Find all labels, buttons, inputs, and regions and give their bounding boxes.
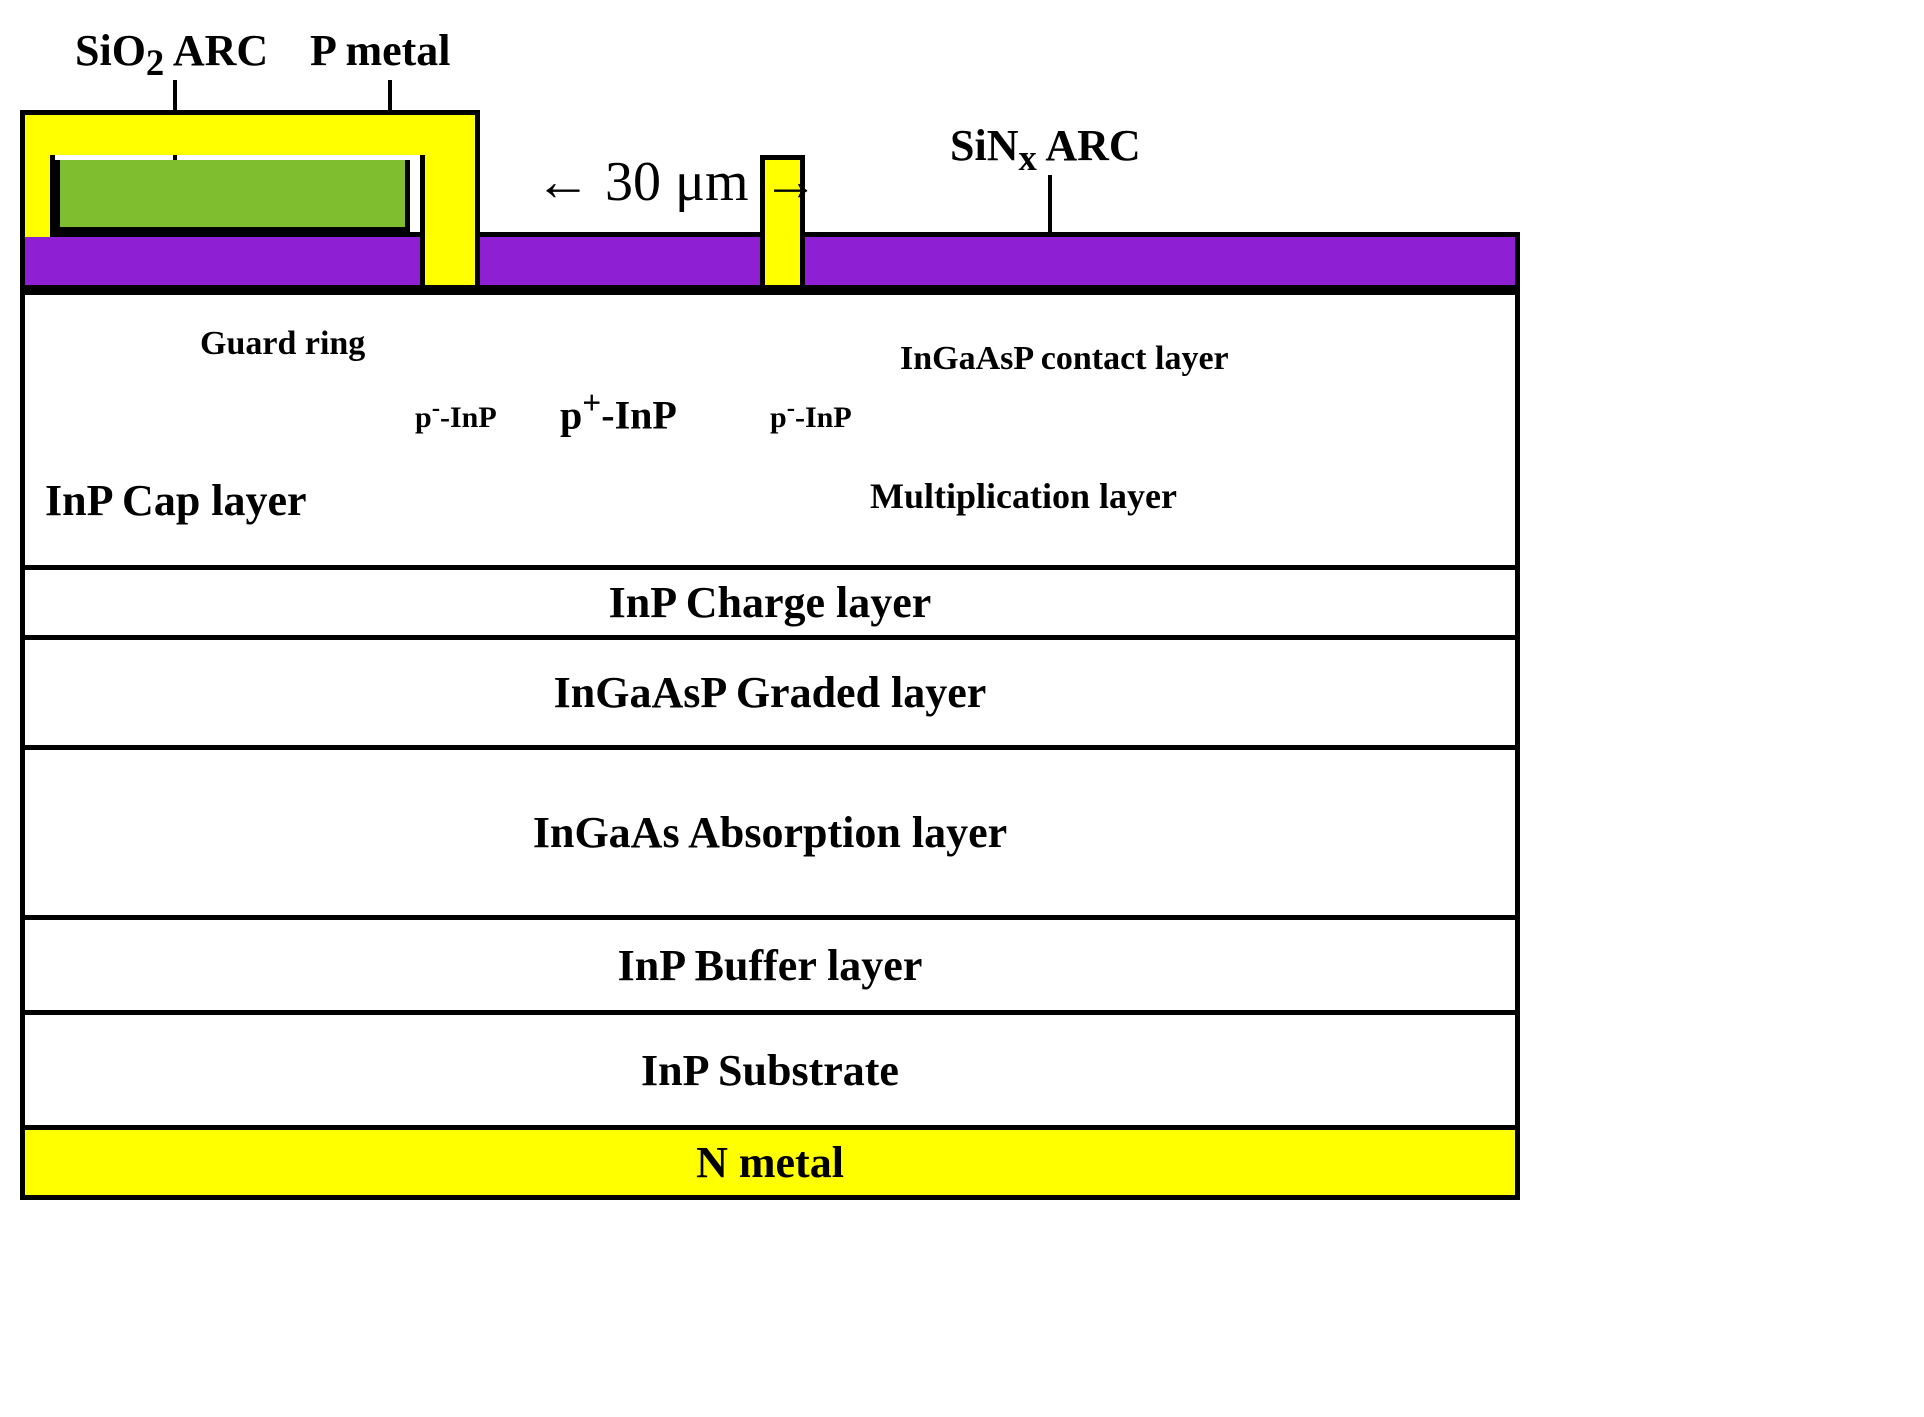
callout-p-metal: P metal: [310, 25, 451, 76]
callout-sio2-arc: SiO2 ARC: [75, 25, 268, 84]
label-p-plus: p+-InP: [560, 385, 677, 438]
layer-label-substrate: InP Substrate: [641, 1045, 899, 1096]
sio2-arc-layer: [55, 160, 410, 232]
callout-ingaasp-contact: InGaAsP contact layer: [900, 340, 1229, 378]
dimension-30um: ← 30 μm →: [535, 150, 819, 214]
p-metal-right-leg: [420, 155, 480, 290]
callout-sinx-arc: SiNx ARC: [950, 120, 1141, 179]
layer-label-buffer: InP Buffer layer: [618, 940, 923, 991]
layer-buffer: InP Buffer layer: [20, 920, 1520, 1015]
p-metal-left-drop: [20, 155, 55, 237]
label-p-minus-right: p--InP: [770, 395, 852, 435]
layer-absorption: InGaAs Absorption layer: [20, 750, 1520, 920]
label-inp-cap: InP Cap layer: [45, 475, 307, 526]
p-metal-top-strip: [20, 110, 480, 155]
label-p-minus-left: p--InP: [415, 395, 497, 435]
layer-label-graded: InGaAsP Graded layer: [554, 667, 987, 718]
ingaasp-contact-layer-region: [20, 290, 1520, 315]
layer-graded: InGaAsP Graded layer: [20, 640, 1520, 750]
callout-multiplication: Multiplication layer: [870, 475, 1177, 517]
layer-n_metal: N metal: [20, 1130, 1520, 1200]
layer-charge: InP Charge layer: [20, 570, 1520, 640]
layer-label-absorption: InGaAs Absorption layer: [533, 807, 1007, 858]
layer-label-n_metal: N metal: [696, 1137, 844, 1188]
callout-guard-ring: Guard ring: [200, 325, 365, 363]
layer-substrate: InP Substrate: [20, 1015, 1520, 1130]
layer-label-charge: InP Charge layer: [609, 577, 932, 628]
